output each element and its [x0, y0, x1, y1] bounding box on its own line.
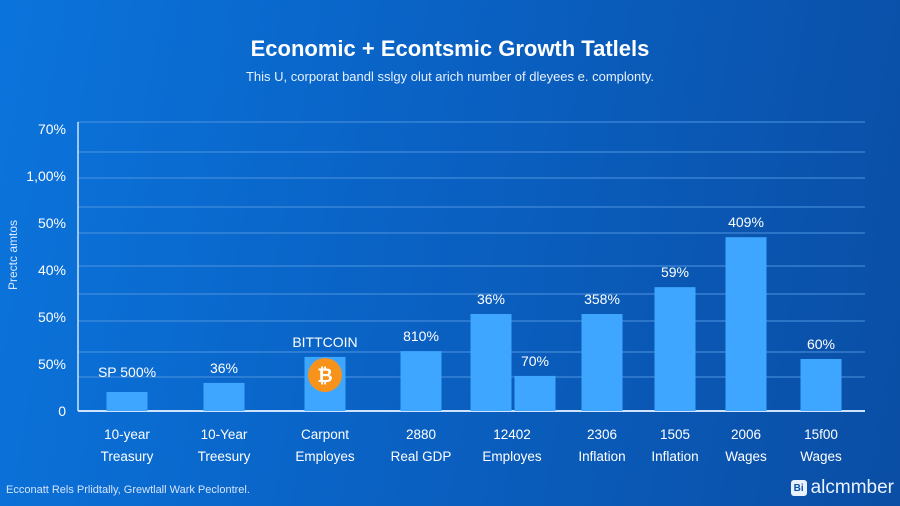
logo-text: alcmmber [810, 477, 894, 498]
x-tick-label: 1505 [660, 427, 690, 442]
x-tick-label: 2880 [406, 427, 436, 442]
bar [725, 237, 767, 411]
x-tick-label: 10-year [104, 427, 150, 442]
y-tick-label: 50% [38, 356, 66, 372]
bar-value-label: SP 500% [98, 364, 156, 380]
logo-icon: Bi [790, 480, 807, 496]
bar-value-label: 59% [661, 264, 689, 280]
chart-title: Economic + Econtsmic Growth Tatlels [250, 36, 650, 61]
bar [654, 287, 696, 411]
bar-value-label: 810% [403, 328, 439, 344]
bar-value-label: 36% [477, 291, 505, 307]
y-tick-label: 0 [58, 403, 66, 419]
bar [581, 313, 623, 411]
x-tick-label: 2306 [587, 427, 617, 442]
bitcoin-icon-glyph: ₿ [317, 366, 332, 387]
x-tick-label: Employes [482, 449, 542, 464]
bar-value-label: BITTCOIN [292, 334, 357, 350]
x-tick-label: Carpont [301, 427, 349, 442]
bitcoin-icon [308, 358, 342, 392]
x-tick-label: Treasury [101, 449, 154, 464]
bar-value-label: 358% [584, 291, 620, 307]
bar-value-label: 409% [728, 214, 764, 230]
y-tick-label: 50% [38, 309, 66, 325]
brand-logo: Bi alcmmber [790, 477, 894, 499]
y-tick-label: 1,00% [26, 168, 66, 184]
bar [400, 351, 442, 411]
y-tick-label: 40% [38, 262, 66, 278]
x-tick-label: Real GDP [391, 449, 452, 464]
x-tick-label: 15f00 [804, 427, 838, 442]
x-tick-label: Wages [800, 449, 842, 464]
bar [514, 375, 556, 411]
bar [470, 313, 512, 411]
bar-value-label: 60% [807, 336, 835, 352]
x-tick-label: Treesury [198, 449, 251, 464]
bar [800, 358, 842, 411]
footer-note: Ecconatt Rels Prlidtally, Grewtlall Wark… [6, 484, 250, 496]
y-tick-label: 50% [38, 215, 66, 231]
x-tick-label: 2006 [731, 427, 761, 442]
bar [203, 382, 245, 411]
bar [106, 392, 148, 411]
chart-subtitle: This U, corporat bandl sslgy olut arich … [245, 69, 654, 84]
x-tick-label: Employes [295, 449, 355, 464]
x-tick-label: Inflation [578, 449, 625, 464]
bar-value-label: 36% [210, 360, 238, 376]
bar-value-label: 70% [521, 353, 549, 369]
y-tick-label: 70% [38, 121, 66, 137]
x-tick-label: 10-Year [201, 427, 248, 442]
x-tick-label: 12402 [493, 427, 531, 442]
x-tick-label: Wages [725, 449, 767, 464]
x-tick-label: Inflation [651, 449, 698, 464]
